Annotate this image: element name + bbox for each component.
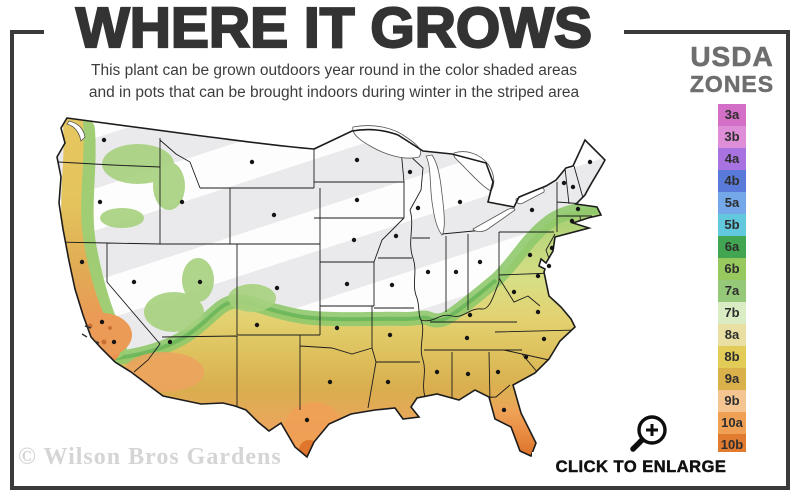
subtitle-line-1: This plant can be grown outdoors year ro… [91, 62, 577, 79]
zone-swatch-5a: 5a [718, 192, 746, 214]
interior-green-zones [100, 144, 276, 332]
zone-swatch-10b: 10b [718, 434, 746, 456]
zone-swatch-9a: 9a [718, 368, 746, 390]
zone-swatch-3b: 3b [718, 126, 746, 148]
zone-swatch-7b: 7b [718, 302, 746, 324]
usda-zones-legend: USDA ZONES 3a 3b 4a 4b 5a 5b 6a 6b 7a 7b… [686, 41, 778, 456]
zone-swatch-6b: 6b [718, 258, 746, 280]
zone-swatch-4a: 4a [718, 148, 746, 170]
zone-swatch-5b: 5b [718, 214, 746, 236]
zone-swatch-6a: 6a [718, 236, 746, 258]
magnifier-plus-icon[interactable] [622, 408, 672, 463]
us-hardiness-zone-map[interactable] [52, 110, 664, 472]
zone-swatch-3a: 3a [718, 104, 746, 126]
state-borders [57, 137, 592, 410]
zone-swatch-9b: 9b [718, 390, 746, 412]
legend-title-zones: ZONES [689, 71, 775, 97]
page-title: WHERE IT GROWS [44, 0, 624, 61]
subtitle: This plant can be grown outdoors year ro… [44, 60, 624, 104]
click-to-enlarge-label: CLICK TO ENLARGE [555, 458, 727, 477]
subtitle-line-2: and in pots that can be brought indoors … [88, 84, 580, 101]
city-dots [79, 137, 593, 423]
watermark: © Wilson Bros Gardens [18, 444, 282, 470]
us-outline [56, 117, 606, 459]
channel-islands [81, 325, 100, 344]
zone-swatch-8a: 8a [718, 324, 746, 346]
click-to-enlarge-button[interactable]: CLICK TO ENLARGE [532, 452, 750, 486]
zone-swatch-4b: 4b [718, 170, 746, 192]
zone-swatch-list: 3a 3b 4a 4b 5a 5b 6a 6b 7a 7b 8a 8b 9a 9… [718, 104, 746, 456]
zone-swatch-7a: 7a [718, 280, 746, 302]
zone-swatch-10a: 10a [718, 412, 746, 434]
florida-orange-zone [492, 376, 562, 457]
legend-title-usda: USDA [690, 41, 774, 72]
zone-swatch-8b: 8b [718, 346, 746, 368]
